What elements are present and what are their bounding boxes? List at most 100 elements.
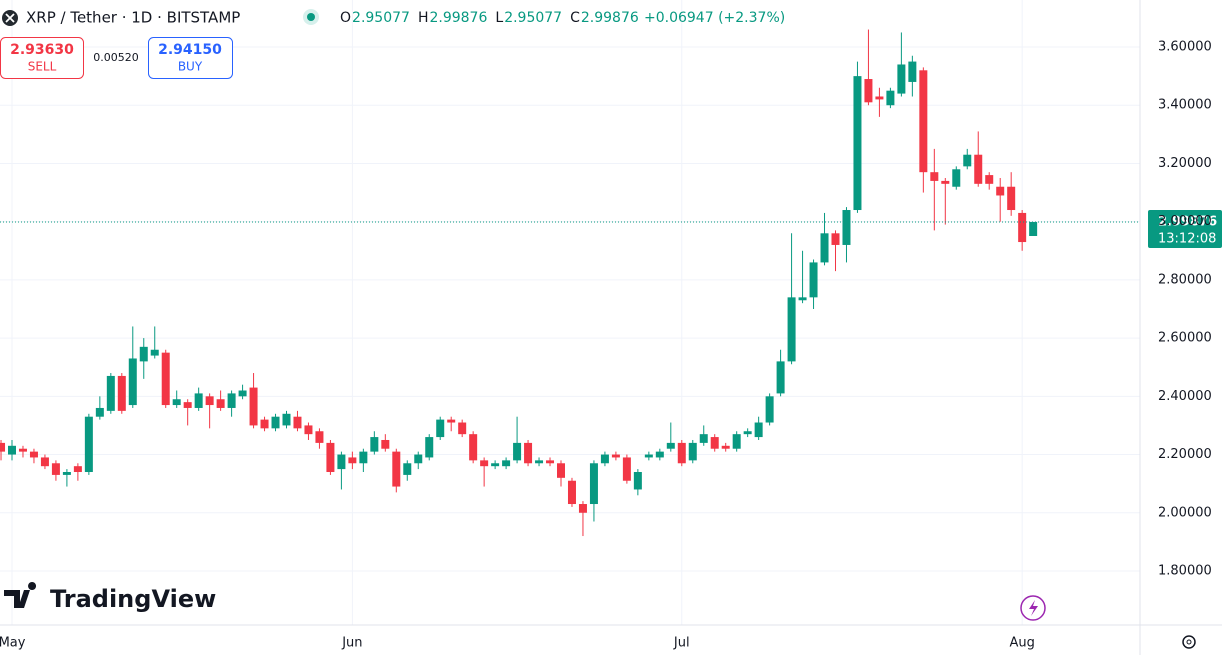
- candle-body: [1007, 186, 1016, 211]
- candle-body: [809, 262, 818, 298]
- symbol-title: XRP / Tether · 1D · BITSTAMP: [26, 9, 240, 27]
- change: +0.06947 (+2.37%): [644, 10, 785, 26]
- candle-body: [73, 466, 82, 473]
- y-tick-label: 3.00000: [1158, 214, 1212, 229]
- candle-body: [930, 172, 939, 181]
- candle-body: [326, 442, 335, 473]
- candle-body: [293, 416, 302, 429]
- y-tick-label: 2.80000: [1158, 272, 1212, 287]
- candle-body: [655, 451, 664, 458]
- candle-body: [205, 396, 214, 406]
- buy-button[interactable]: [148, 37, 233, 79]
- candle-body: [370, 437, 379, 452]
- candle-body: [787, 297, 796, 362]
- candle-body: [282, 413, 291, 426]
- candle-body: [502, 460, 511, 467]
- candle-body: [985, 175, 994, 184]
- candle-body: [447, 419, 456, 423]
- candle-body: [315, 431, 324, 443]
- ohlc-value: 2.99876: [581, 10, 639, 26]
- candle-body: [238, 390, 247, 397]
- grid: [0, 0, 1140, 625]
- y-tick-label: 3.40000: [1158, 98, 1212, 113]
- candle-body: [40, 457, 49, 467]
- y-tick-label: 3.20000: [1158, 156, 1212, 171]
- last-price: 2.99876: [1158, 215, 1217, 230]
- candle-body: [337, 454, 346, 470]
- candle-body: [150, 349, 159, 356]
- candle-body: [897, 64, 906, 94]
- ohlc-key: L: [495, 10, 503, 26]
- candle-body: [359, 451, 368, 464]
- candle-body: [436, 419, 445, 438]
- market-status-dot: [307, 13, 315, 21]
- candle-body: [172, 399, 181, 406]
- ohlc-value: 2.99876: [429, 10, 487, 26]
- candle-body: [249, 387, 258, 426]
- ohlc-key: H: [418, 10, 429, 26]
- watermark-logo: [4, 582, 37, 608]
- settings-icon-hub: [1186, 639, 1192, 645]
- x-tick-label: May: [0, 636, 26, 651]
- watermark: TradingView: [50, 585, 216, 613]
- candle-body: [677, 442, 686, 464]
- candle-body: [864, 79, 873, 103]
- candle-body: [798, 297, 807, 301]
- candle-body: [480, 460, 489, 467]
- candle-body: [941, 180, 950, 184]
- candles: [0, 29, 1038, 537]
- candle-body: [622, 457, 631, 481]
- x-tick-label: Jul: [673, 636, 690, 651]
- candle-body: [886, 90, 895, 106]
- candle-body: [62, 472, 71, 475]
- candle-body: [754, 422, 763, 438]
- ohlc-key: O: [340, 10, 351, 26]
- y-tick-label: 2.60000: [1158, 331, 1212, 346]
- candle-body: [699, 434, 708, 443]
- candle-body: [414, 454, 423, 464]
- candle-body: [688, 442, 697, 461]
- candle-body: [161, 352, 170, 406]
- candle-body: [491, 463, 500, 467]
- candle-body: [952, 169, 961, 187]
- settings-icon[interactable]: [1182, 635, 1196, 649]
- ohlc-value: 2.95077: [352, 10, 410, 26]
- candle-body: [820, 233, 829, 263]
- candle-body: [546, 460, 555, 464]
- candle-body: [106, 375, 115, 411]
- candle-body: [963, 154, 972, 167]
- candle-body: [765, 396, 774, 423]
- candle-body: [611, 454, 620, 458]
- ohlc-key: C: [570, 10, 580, 26]
- candle-body: [183, 402, 192, 408]
- sell-price: 2.93630: [10, 42, 74, 58]
- y-tick-label: 2.00000: [1158, 505, 1212, 520]
- ohlc-value: 2.95077: [504, 10, 562, 26]
- last-price-box: [1148, 210, 1222, 249]
- y-tick-label: 1.80000: [1158, 563, 1212, 578]
- candle-body: [578, 504, 587, 513]
- candle-body: [831, 233, 840, 245]
- candle-body: [513, 442, 522, 461]
- x-tick-label: Jun: [341, 636, 362, 651]
- candle-body: [425, 437, 434, 458]
- candle-body: [128, 358, 137, 406]
- buy-label: BUY: [178, 60, 203, 74]
- candle-body: [260, 419, 269, 429]
- events-icon-bolt: [1029, 600, 1038, 616]
- candle-body: [139, 346, 148, 362]
- candle-body: [0, 442, 6, 452]
- buy-price: 2.94150: [158, 42, 222, 58]
- candle-body: [567, 480, 576, 505]
- candle-body: [908, 61, 917, 82]
- candle-body: [304, 425, 313, 435]
- sell-button[interactable]: [0, 37, 84, 79]
- candle-body: [403, 463, 412, 475]
- candle-body: [600, 454, 609, 464]
- spread: 0.00520: [93, 51, 139, 64]
- candle-body: [633, 472, 642, 490]
- countdown: 13:12:08: [1158, 232, 1216, 247]
- candle-body: [974, 154, 983, 184]
- candle-body: [469, 434, 478, 461]
